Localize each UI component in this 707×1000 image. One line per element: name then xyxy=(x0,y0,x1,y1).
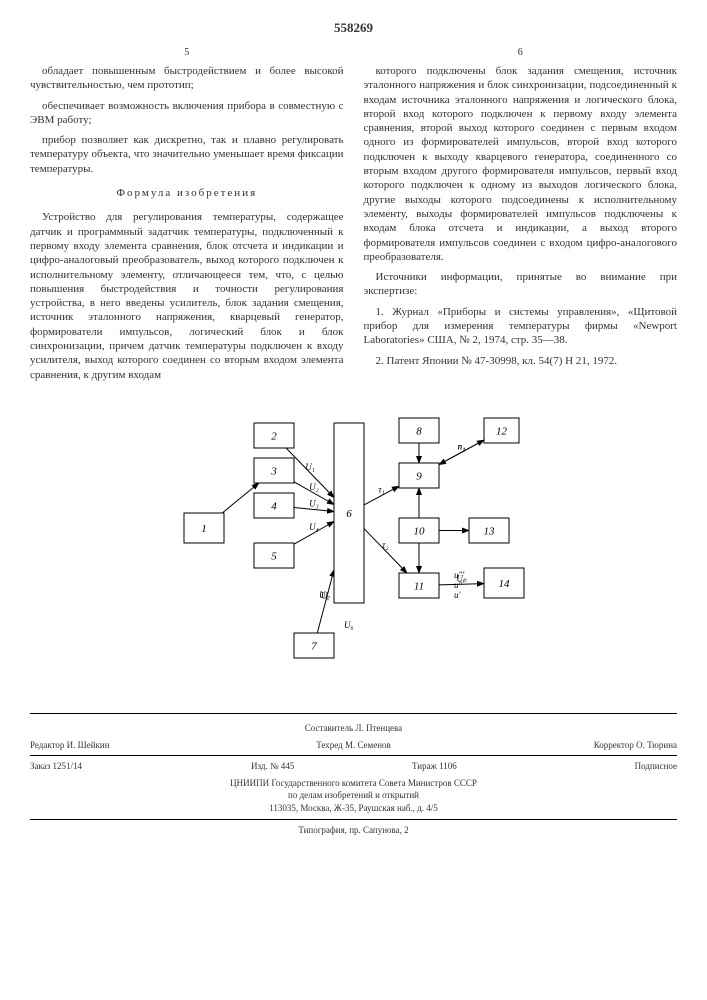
formula-heading: Формула изобретения xyxy=(30,186,344,200)
svg-text:u''': u''' xyxy=(454,570,465,580)
svg-text:u'': u'' xyxy=(454,580,463,590)
svg-text:U₁: U₁ xyxy=(305,462,315,472)
col-num-left: 5 xyxy=(30,46,344,59)
svg-text:10: 10 xyxy=(413,525,425,537)
para: обеспечивает возможность включения прибо… xyxy=(30,99,344,128)
podpisnoe: Подписное xyxy=(515,760,677,773)
svg-text:U₂: U₂ xyxy=(309,482,319,492)
org: ЦНИИПИ Государственного комитета Совета … xyxy=(30,777,677,790)
para: обладает повышенным быстродействием и бо… xyxy=(30,64,344,93)
svg-text:U₄: U₄ xyxy=(309,522,319,532)
org2: по делам изобретений и открытий xyxy=(30,789,677,802)
svg-text:1: 1 xyxy=(201,523,207,535)
address: 113035, Москва, Ж-35, Раушская наб., д. … xyxy=(30,802,677,815)
svg-text:τ₁: τ₁ xyxy=(378,485,384,495)
right-column: 6 которого подключены блок задания смеще… xyxy=(364,46,678,388)
izd: Изд. № 445 xyxy=(192,760,354,773)
tiraz: Тираж 1106 xyxy=(354,760,516,773)
svg-text:11: 11 xyxy=(413,580,423,592)
source-item: 2. Патент Японии № 47-30998, кл. 54(7) Н… xyxy=(364,354,678,368)
order: Заказ 1251/14 xyxy=(30,760,192,773)
para: Устройство для регулирования температуры… xyxy=(30,210,344,382)
patent-number: 558269 xyxy=(30,20,677,36)
source-item: 1. Журнал «Приборы и системы управления»… xyxy=(364,305,678,348)
svg-text:U₅: U₅ xyxy=(319,590,329,600)
svg-text:8: 8 xyxy=(416,425,422,437)
col-num-right: 6 xyxy=(364,46,678,59)
svg-text:u': u' xyxy=(454,590,462,600)
para: которого подключены блок задания смещени… xyxy=(364,64,678,264)
left-column: 5 обладает повышенным быстродействием и … xyxy=(30,46,344,388)
svg-text:U₆: U₆ xyxy=(344,620,354,630)
svg-text:7: 7 xyxy=(311,640,317,652)
compiler: Составитель Л. Птенцева xyxy=(30,722,677,735)
svg-text:U₃: U₃ xyxy=(309,498,319,508)
svg-text:τ₂: τ₂ xyxy=(382,540,388,550)
sources-heading: Источники информации, принятые во вниман… xyxy=(364,270,678,299)
svg-text:14: 14 xyxy=(498,578,510,590)
svg-text:3: 3 xyxy=(270,465,277,477)
typography: Типография, пр. Сапунова, 2 xyxy=(30,824,677,837)
para: прибор позволяет как дискретно, так и пл… xyxy=(30,133,344,176)
corrector: Корректор О. Тюрина xyxy=(461,739,677,752)
svg-text:4: 4 xyxy=(271,500,277,512)
editor: Редактор И. Шейкин xyxy=(30,739,246,752)
svg-text:13: 13 xyxy=(483,525,495,537)
circuit-diagram: U₁U₂U₃U₄U₇τ₁τ₂n₁Uₚn₂1234567891011121314U… xyxy=(164,403,544,693)
svg-text:2: 2 xyxy=(271,430,277,442)
svg-text:9: 9 xyxy=(416,470,422,482)
svg-text:5: 5 xyxy=(271,550,277,562)
svg-text:n₂: n₂ xyxy=(457,441,465,451)
text-columns: 5 обладает повышенным быстродействием и … xyxy=(30,46,677,388)
techred: Техред М. Семенов xyxy=(246,739,462,752)
svg-text:12: 12 xyxy=(496,425,508,437)
svg-text:6: 6 xyxy=(346,508,352,520)
footer: Составитель Л. Птенцева Редактор И. Шейк… xyxy=(30,713,677,836)
